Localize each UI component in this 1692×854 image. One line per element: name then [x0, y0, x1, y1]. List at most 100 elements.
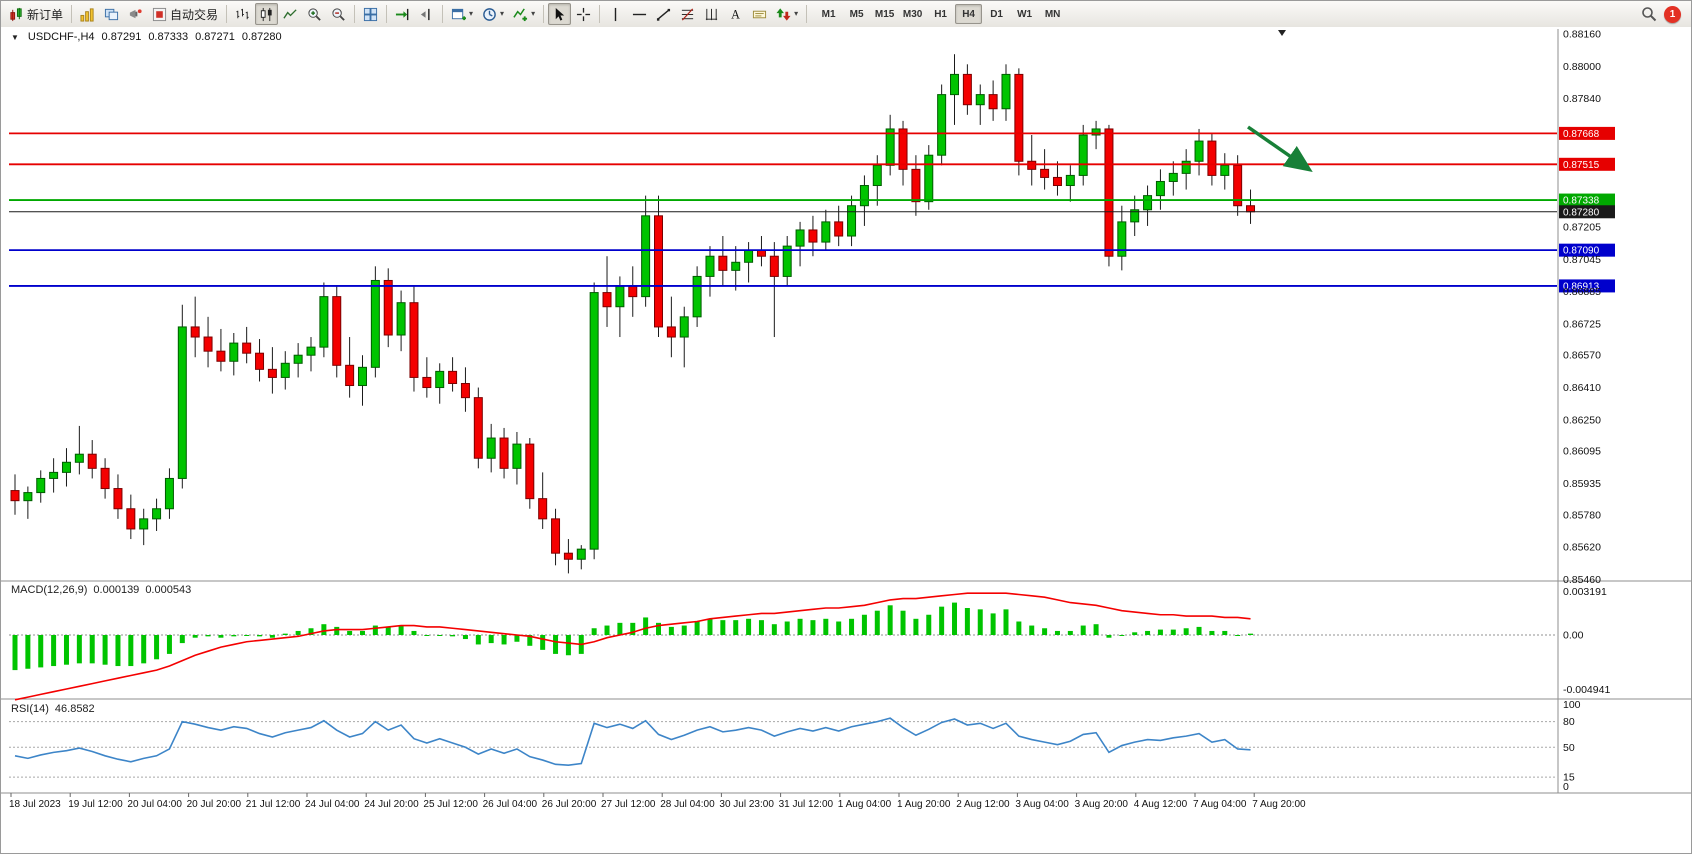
macd-axis-label: 0.003191: [1563, 586, 1607, 598]
macd-histogram-bar: [1067, 630, 1073, 635]
toolbar-separator: [543, 5, 545, 23]
time-axis-label: 20 Jul 04:00: [127, 799, 182, 810]
period-dropdown-button[interactable]: ▾: [478, 3, 508, 25]
timeframe-button-mn[interactable]: MN: [1039, 4, 1066, 24]
cycle-lines-icon: [704, 7, 719, 22]
trend-arrow-annotation[interactable]: [1247, 125, 1313, 172]
fibonacci-button[interactable]: [676, 3, 699, 25]
candlestick-chart-button[interactable]: [255, 3, 279, 25]
price-axis-label: 0.86250: [1563, 414, 1601, 426]
macd-histogram-bar: [38, 635, 44, 668]
candle-body: [448, 370, 458, 384]
candle-body: [859, 185, 869, 207]
crosshair-button[interactable]: [572, 3, 595, 25]
macd-histogram-bar: [205, 635, 211, 637]
macd-histogram-bar: [437, 635, 443, 636]
timeframe-button-h4[interactable]: H4: [955, 4, 983, 24]
timeframe-button-m15[interactable]: M15: [871, 4, 898, 24]
macd-histogram-bar: [990, 613, 996, 635]
timeframe-button-m30[interactable]: M30: [899, 4, 926, 24]
macd-histogram-bar: [1145, 630, 1151, 635]
new-order-label: 新订单: [27, 7, 64, 22]
chart-symbol-label: USDCHF-,H4: [27, 31, 95, 43]
macd-histogram-bar: [823, 618, 829, 635]
auto-scroll-button[interactable]: [391, 3, 414, 25]
macd-histogram-bar: [334, 626, 340, 635]
macd-histogram-bar: [1157, 629, 1163, 635]
candle-body: [139, 518, 149, 530]
macd-histogram-bar: [501, 635, 507, 645]
line-chart-button[interactable]: [279, 3, 302, 25]
macd-histogram-bar: [308, 628, 314, 635]
price-line-badge: [1559, 243, 1615, 257]
macd-histogram-bar: [565, 635, 571, 656]
macd-histogram-bar: [874, 610, 880, 635]
candle-body: [525, 443, 535, 500]
macd-histogram-bar: [797, 618, 803, 635]
macd-histogram-bar: [166, 635, 172, 654]
candle-body: [319, 296, 329, 348]
tile-windows-button[interactable]: [359, 3, 382, 25]
timeframe-button-h1[interactable]: H1: [927, 4, 954, 24]
zoom-in-button[interactable]: [303, 3, 326, 25]
horizontal-line-button[interactable]: [628, 3, 651, 25]
candle-body: [1065, 174, 1075, 187]
toolbar-separator: [599, 5, 601, 23]
macd-histogram-bar: [758, 620, 764, 635]
ohlc-high: 0.87333: [148, 31, 189, 43]
dropdown-caret-icon: ▾: [469, 9, 474, 18]
indicators-dropdown-button[interactable]: ▾: [509, 3, 539, 25]
price-line-badge: [1559, 205, 1615, 219]
macd-histogram-bar: [694, 621, 700, 635]
candle-body: [1078, 134, 1088, 176]
new-chart-button[interactable]: [76, 3, 99, 25]
chart-shift-marker[interactable]: [1278, 30, 1286, 36]
timeframe-button-m1[interactable]: M1: [815, 4, 842, 24]
main-toolbar: 新订单 自动交易: [1, 1, 1691, 28]
chart-canvas[interactable]: 0.876680.875150.873380.872800.870900.869…: [1, 27, 1692, 854]
candle-body: [242, 342, 252, 354]
search-button[interactable]: [1637, 3, 1661, 25]
timeframe-button-m5[interactable]: M5: [843, 4, 870, 24]
time-axis-label: 28 Jul 04:00: [660, 799, 715, 810]
chart-shift-button[interactable]: [415, 3, 438, 25]
candle-body: [87, 453, 97, 469]
cursor-button[interactable]: [548, 3, 572, 25]
one-click-trading-toggle[interactable]: ▼: [11, 32, 19, 42]
time-axis-label: 30 Jul 23:00: [719, 799, 774, 810]
autotrading-button[interactable]: 自动交易: [148, 3, 222, 25]
new-window-dropdown-button[interactable]: ▾: [447, 3, 477, 25]
candle-body: [473, 397, 483, 459]
candle-body: [692, 275, 702, 318]
candle-body: [164, 477, 174, 510]
candle-body: [744, 249, 754, 263]
profiles-button[interactable]: [100, 3, 123, 25]
time-axis[interactable]: 18 Jul 2023 19 Jul 12:00 20 Jul 04:00 20 Ju…: [9, 793, 1306, 810]
candle-body: [666, 326, 676, 338]
timeframe-button-w1[interactable]: W1: [1011, 4, 1038, 24]
timeframe-button-d1[interactable]: D1: [983, 4, 1010, 24]
bar-chart-button[interactable]: [231, 3, 254, 25]
trendline-button[interactable]: [652, 3, 675, 25]
text-label-button[interactable]: [748, 3, 771, 25]
macd-histogram-bar: [926, 614, 932, 635]
zoom-out-button[interactable]: [327, 3, 350, 25]
chart-window[interactable]: 0.87668 0.87515 0.87338 0.87280 0.87090 0.869…: [1, 27, 1692, 854]
arrows-dropdown-button[interactable]: ▾: [772, 3, 802, 25]
text-button[interactable]: A: [724, 3, 747, 25]
macd-histogram-bar: [141, 635, 147, 664]
new-order-button[interactable]: 新订单: [5, 3, 67, 25]
notification-badge[interactable]: 1: [1664, 5, 1681, 23]
time-axis-label: 1 Aug 20:00: [897, 799, 951, 810]
candle-body: [628, 286, 638, 298]
price-axis[interactable]: 0.88160 0.88000 0.87840 0.87205 0.87045 0.868…: [1563, 29, 1610, 794]
alerts-button[interactable]: [124, 3, 147, 25]
vertical-line-button[interactable]: [604, 3, 627, 25]
macd-histogram-bar: [939, 606, 945, 635]
candle-body: [576, 548, 586, 560]
cycle-lines-button[interactable]: [700, 3, 723, 25]
price-badge-label: 0.87090: [1563, 246, 1600, 257]
candle-body: [1130, 209, 1140, 223]
